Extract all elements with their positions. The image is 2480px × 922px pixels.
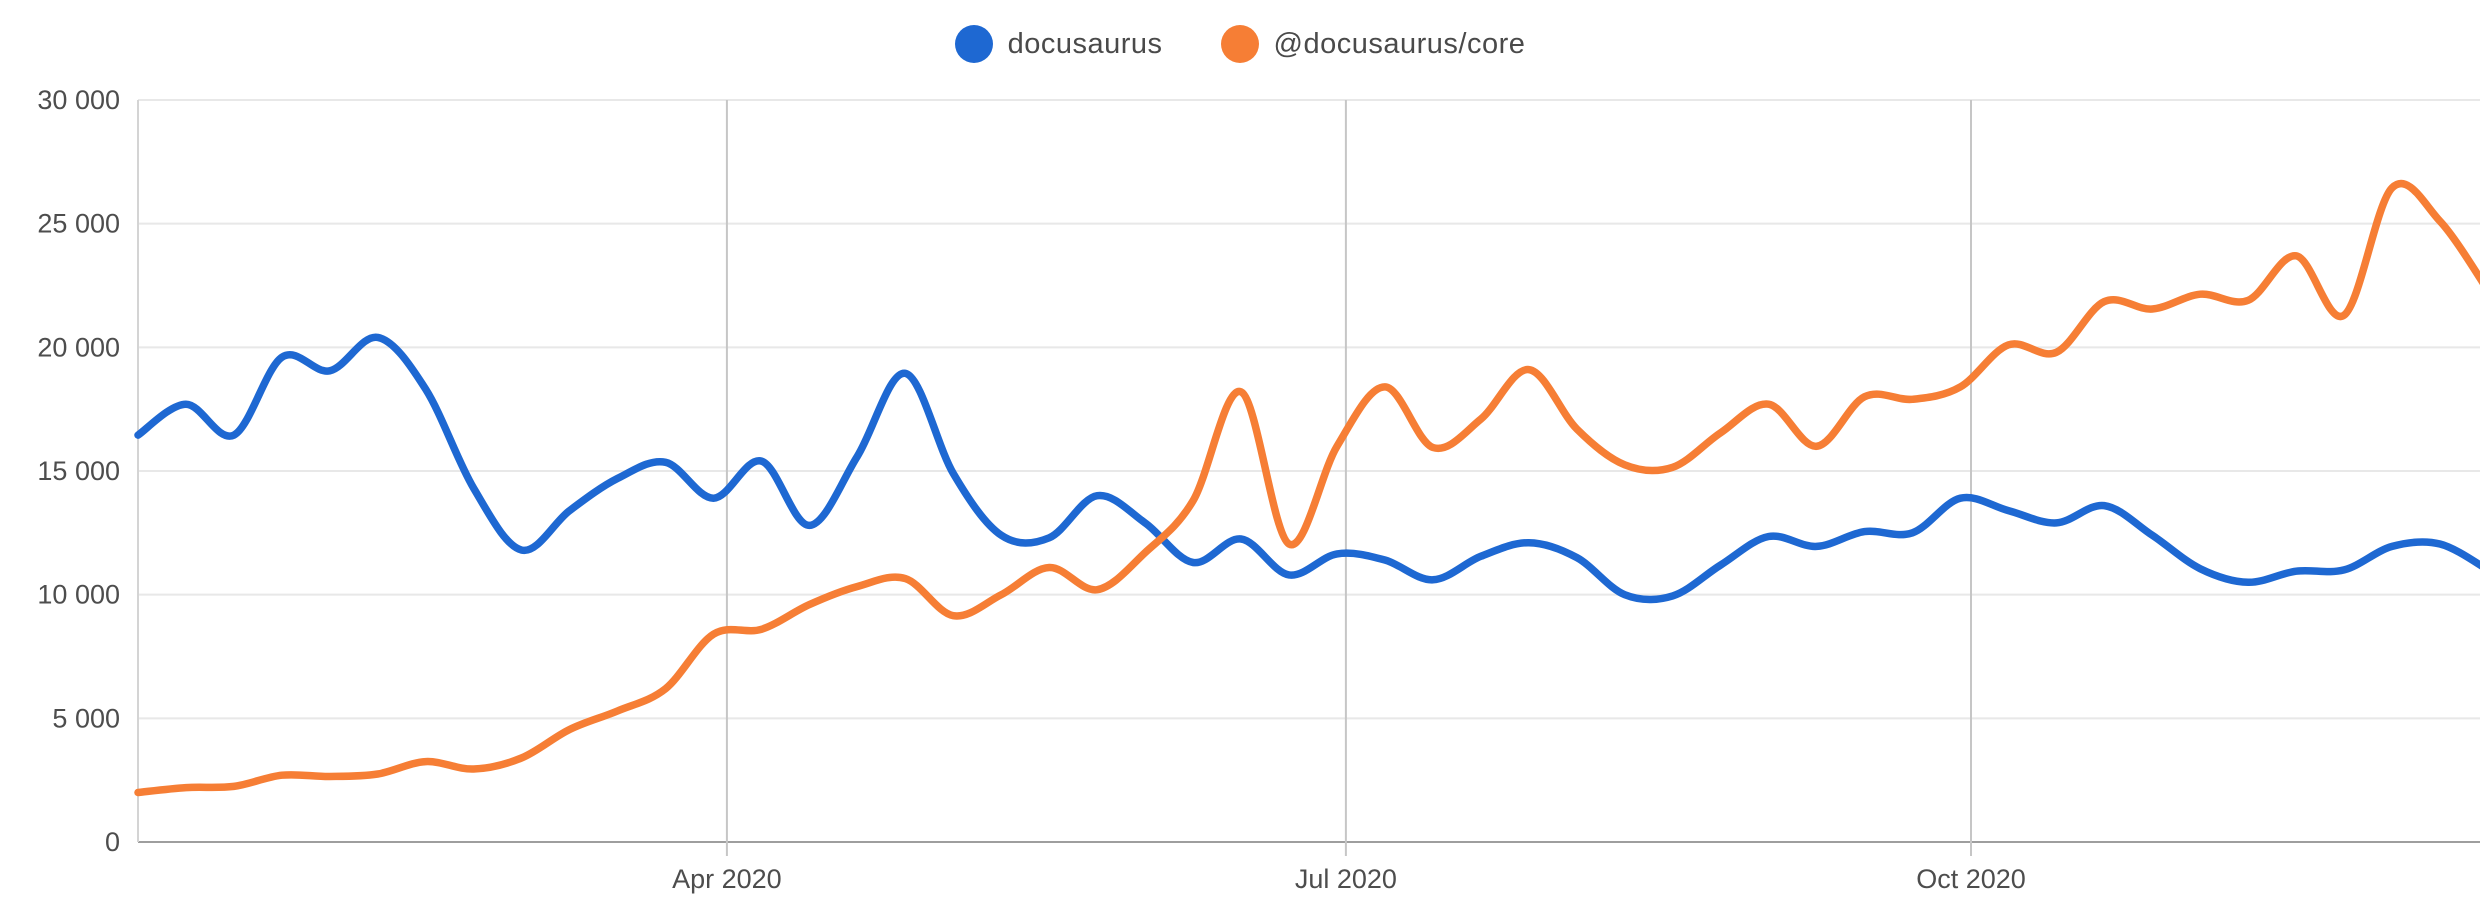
y-tick-label: 10 000 xyxy=(37,580,120,610)
y-tick-label: 15 000 xyxy=(37,456,120,486)
chart-legend: docusaurus @docusaurus/core xyxy=(0,22,2480,66)
legend-dot-icon xyxy=(1220,25,1259,63)
y-tick-label: 0 xyxy=(105,827,120,857)
x-tick-label: Apr 2020 xyxy=(672,864,782,894)
legend-label: @docusaurus/core xyxy=(1273,27,1526,60)
legend-item-docusaurus[interactable]: docusaurus xyxy=(954,25,1163,63)
line--docusaurus-core[interactable] xyxy=(134,179,2480,797)
y-tick-label: 30 000 xyxy=(37,85,120,115)
legend-dot-icon xyxy=(954,25,993,63)
legend-label: docusaurus xyxy=(1007,27,1163,60)
x-tick-label: Jul 2020 xyxy=(1295,864,1397,894)
y-tick-label: 20 000 xyxy=(37,332,120,362)
y-tick-label: 5 000 xyxy=(52,703,120,733)
x-tick-label: Oct 2020 xyxy=(1916,864,2026,894)
legend-item-docusaurus-core[interactable]: @docusaurus/core xyxy=(1220,25,1526,63)
y-tick-label: 25 000 xyxy=(37,209,120,239)
line-docusaurus[interactable] xyxy=(134,333,2480,604)
